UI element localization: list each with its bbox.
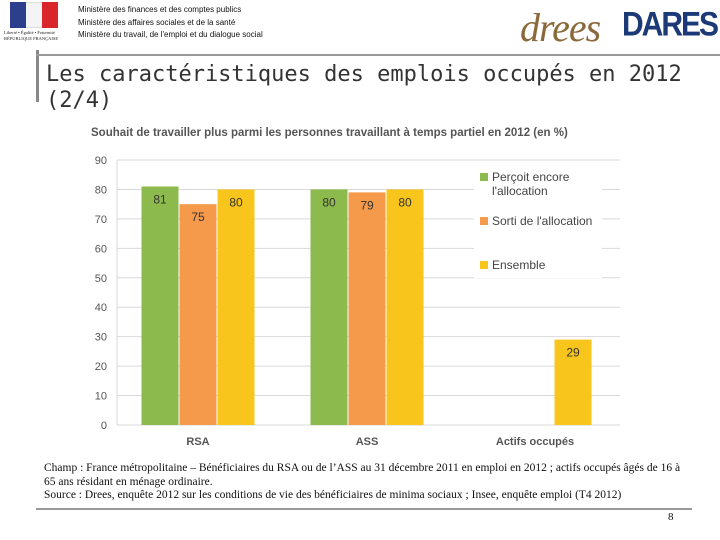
champ-note: Champ : France métropolitaine – Bénéfici… [44,462,681,488]
chart-data-labels: 81 75 80 80 79 80 29 [153,193,580,360]
data-label: 80 [229,195,243,209]
y-tick-label: 70 [95,214,107,226]
source-note: Source : Drees, enquête 2012 sur les con… [44,489,622,501]
data-label: 80 [398,195,412,209]
y-tick-label: 10 [95,391,107,403]
y-tick-label: 80 [95,184,107,196]
bar-rsa-1 [141,186,179,425]
header: Liberté • Égalité • Fraternité RÉPUBLIQU… [0,0,720,50]
y-tick-label: 60 [95,243,107,255]
data-label: 75 [191,210,205,224]
x-category-label: RSA [186,436,209,448]
y-tick-label: 40 [95,302,107,314]
y-tick-label: 0 [101,420,107,432]
chart-bars [141,186,592,425]
republique-francaise-logo: Liberté • Égalité • Fraternité RÉPUBLIQU… [4,2,74,46]
ministry-travail: Ministère du travail, de l'emploi et du … [78,30,263,39]
legend-label: Perçoit encore l'allocation [492,170,570,198]
data-label: 80 [322,195,336,209]
legend-swatch [480,261,488,269]
chart-legend: Perçoit encore l'allocation Sorti de l'all… [474,166,602,278]
y-axis: 0 10 20 30 40 50 60 70 80 90 [95,155,118,432]
legend-label: Ensemble [492,258,546,272]
bar-ass-2 [348,192,386,425]
title-divider [36,54,720,56]
bar-ass-1 [310,189,348,425]
y-tick-label: 20 [95,361,107,373]
bar-ass-3 [386,189,424,425]
y-tick-label: 50 [95,273,107,285]
bar-rsa-3 [217,189,255,425]
slide-title: Les caractéristiques des emplois occupés… [46,62,682,113]
drees-logo: drees [518,5,601,50]
ministries-list: Ministère des finances et des comptes pu… [78,4,263,42]
ministry-finances: Ministère des finances et des comptes pu… [78,5,242,14]
x-category-label: ASS [356,436,379,448]
dares-logo: DARES [622,5,719,44]
chart-notes: Champ : France métropolitaine – Bénéfici… [44,462,694,503]
footer-divider [36,508,692,510]
ministry-affaires-sociales: Ministère des affaires sociales et de la… [78,17,236,27]
title-accent-line [36,50,39,102]
data-label: 29 [566,346,580,360]
legend-swatch [480,217,488,225]
legend-background [474,166,602,278]
x-category-label: Actifs occupés [496,436,574,448]
y-tick-label: 90 [95,155,107,167]
tricolor-flag-icon [10,2,58,28]
bar-chart: Souhait de travailler plus parmi les per… [91,127,620,448]
bar-rsa-2 [179,204,217,425]
y-tick-label: 30 [95,332,107,344]
bar-actifs-occupés-3 [554,339,592,425]
legend-label: Sorti de l'allocation [492,214,592,228]
republique-francaise-text: Liberté • Égalité • Fraternité RÉPUBLIQU… [4,30,59,41]
data-label: 79 [360,198,374,212]
legend-swatch [480,173,488,181]
data-label: 81 [153,193,167,207]
x-axis: RSA ASS Actifs occupés [186,436,574,448]
page-number: 8 [668,511,674,523]
chart-title: Souhait de travailler plus parmi les per… [91,127,568,139]
drees-logo-text: drees [520,5,601,50]
